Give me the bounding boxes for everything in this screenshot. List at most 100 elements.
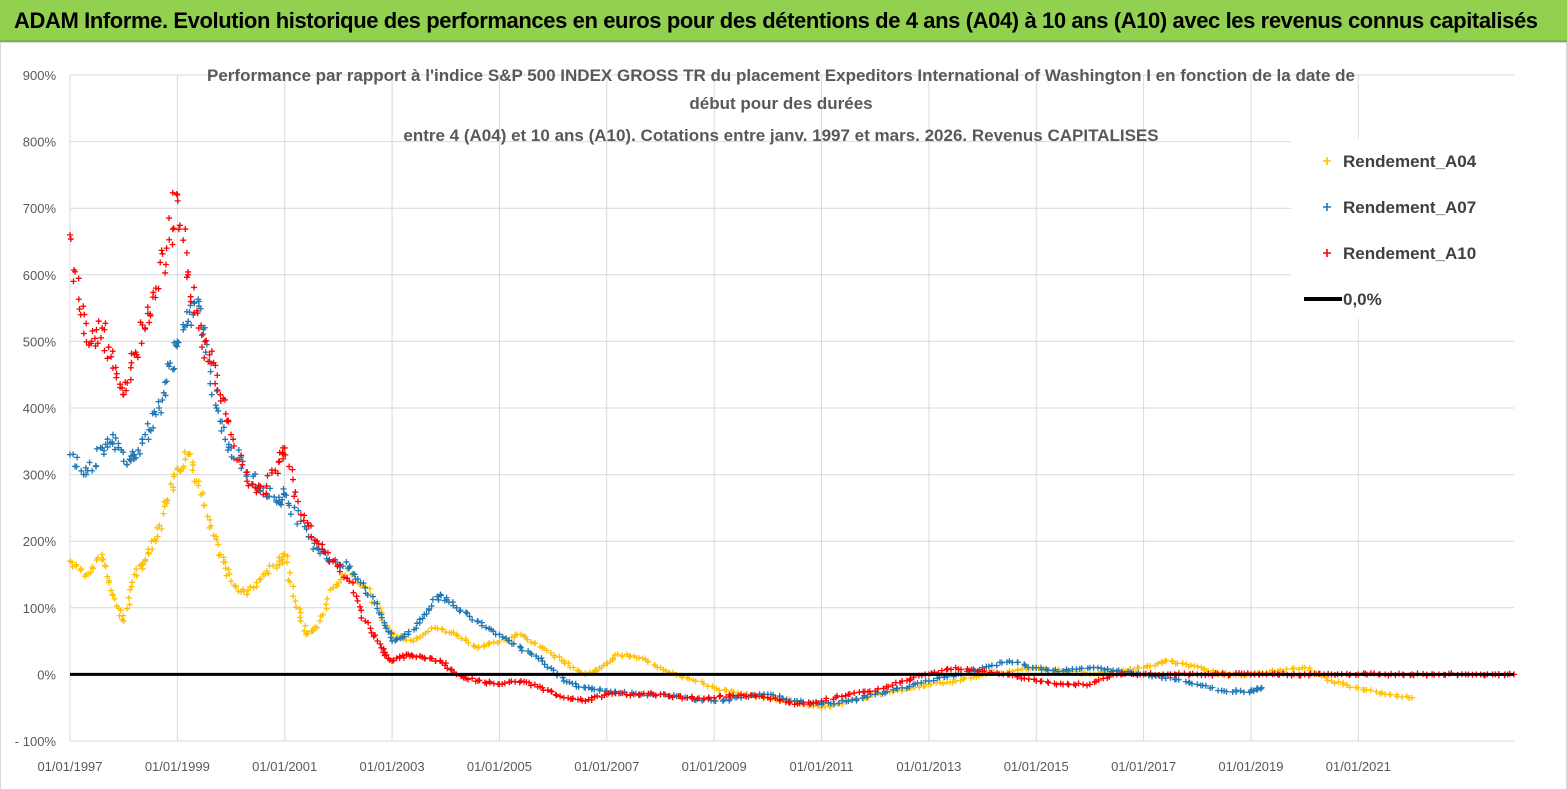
point-Rendement_A10 — [214, 372, 221, 379]
point-Rendement_A07 — [387, 634, 394, 641]
point-Rendement_A04 — [547, 650, 554, 657]
point-Rendement_A07 — [831, 700, 838, 707]
point-Rendement_A10 — [128, 350, 135, 357]
point-Rendement_A10 — [206, 351, 213, 358]
point-Rendement_A07 — [89, 467, 96, 474]
point-Rendement_A04 — [1179, 660, 1186, 667]
point-Rendement_A07 — [457, 607, 464, 614]
point-Rendement_A07 — [474, 618, 481, 625]
point-Rendement_A10 — [162, 261, 169, 268]
point-Rendement_A10 — [743, 693, 750, 700]
point-Rendement_A04 — [154, 533, 161, 540]
point-Rendement_A04 — [77, 567, 84, 574]
point-Rendement_A07 — [719, 697, 726, 704]
point-Rendement_A10 — [753, 693, 760, 700]
point-Rendement_A04 — [517, 631, 524, 638]
point-Rendement_A10 — [94, 340, 101, 347]
x-tick-label: 01/01/2013 — [896, 759, 961, 774]
point-Rendement_A10 — [711, 694, 718, 701]
point-Rendement_A10 — [286, 463, 293, 470]
point-Rendement_A04 — [201, 502, 208, 509]
point-Rendement_A07 — [351, 571, 358, 578]
point-Rendement_A10 — [101, 347, 108, 354]
point-Rendement_A07 — [275, 494, 282, 501]
point-Rendement_A10 — [469, 675, 476, 682]
point-Rendement_A10 — [205, 358, 212, 365]
y-tick-label: 100% — [23, 601, 57, 616]
point-Rendement_A04 — [1014, 667, 1021, 674]
point-Rendement_A04 — [592, 666, 599, 673]
point-Rendement_A10 — [198, 322, 205, 329]
point-Rendement_A04 — [279, 556, 286, 563]
y-tick-label: - 100% — [15, 734, 57, 749]
y-tick-label: 0% — [37, 667, 56, 682]
point-Rendement_A10 — [249, 481, 256, 488]
point-Rendement_A10 — [594, 693, 601, 700]
x-tick-label: 01/01/2003 — [360, 759, 425, 774]
point-Rendement_A10 — [147, 310, 154, 317]
point-Rendement_A04 — [129, 579, 136, 586]
point-Rendement_A07 — [195, 296, 202, 303]
point-Rendement_A10 — [970, 666, 977, 673]
point-Rendement_A10 — [102, 320, 109, 327]
point-Rendement_A07 — [156, 405, 163, 412]
point-Rendement_A04 — [225, 566, 232, 573]
point-Rendement_A10 — [212, 362, 219, 369]
point-Rendement_A04 — [108, 587, 115, 594]
point-Rendement_A07 — [158, 409, 165, 416]
y-tick-label: 800% — [23, 135, 57, 150]
point-Rendement_A10 — [965, 667, 972, 674]
point-Rendement_A10 — [170, 225, 177, 232]
point-Rendement_A10 — [294, 498, 301, 505]
point-Rendement_A10 — [152, 294, 159, 301]
point-Rendement_A04 — [177, 468, 184, 475]
point-Rendement_A10 — [276, 449, 283, 456]
point-Rendement_A04 — [316, 618, 323, 625]
point-Rendement_A10 — [842, 692, 849, 699]
point-Rendement_A07 — [123, 461, 130, 468]
point-Rendement_A10 — [214, 387, 221, 394]
point-Rendement_A10 — [399, 652, 406, 659]
point-Rendement_A04 — [73, 561, 80, 568]
point-Rendement_A10 — [83, 320, 90, 327]
point-Rendement_A07 — [727, 696, 734, 703]
point-Rendement_A07 — [188, 322, 195, 329]
point-Rendement_A07 — [416, 616, 423, 623]
point-Rendement_A04 — [232, 582, 239, 589]
point-Rendement_A07 — [1038, 666, 1045, 673]
point-Rendement_A04 — [102, 563, 109, 570]
point-Rendement_A10 — [315, 540, 322, 547]
point-Rendement_A07 — [185, 318, 192, 325]
point-Rendement_A10 — [885, 683, 892, 690]
point-Rendement_A04 — [1347, 684, 1354, 691]
point-Rendement_A10 — [947, 666, 954, 673]
point-Rendement_A04 — [160, 510, 167, 517]
point-Rendement_A07 — [155, 398, 162, 405]
point-Rendement_A04 — [158, 526, 165, 533]
point-Rendement_A04 — [626, 653, 633, 660]
point-Rendement_A07 — [219, 418, 226, 425]
point-Rendement_A07 — [107, 439, 114, 446]
point-Rendement_A07 — [369, 593, 376, 600]
point-Rendement_A04 — [1335, 678, 1342, 685]
point-Rendement_A10 — [308, 533, 315, 540]
point-Rendement_A04 — [1367, 687, 1374, 694]
point-Rendement_A07 — [310, 546, 317, 553]
point-Rendement_A10 — [326, 558, 333, 565]
point-Rendement_A07 — [109, 440, 116, 447]
point-Rendement_A04 — [470, 642, 477, 649]
point-Rendement_A07 — [1098, 665, 1105, 672]
point-Rendement_A10 — [291, 493, 298, 500]
point-Rendement_A07 — [83, 471, 90, 478]
point-Rendement_A07 — [998, 659, 1005, 666]
point-Rendement_A07 — [438, 592, 445, 599]
point-Rendement_A07 — [482, 624, 489, 631]
point-Rendement_A07 — [220, 424, 227, 431]
point-Rendement_A10 — [194, 310, 201, 317]
point-Rendement_A10 — [630, 691, 637, 698]
point-Rendement_A07 — [1209, 684, 1216, 691]
point-Rendement_A07 — [287, 511, 294, 518]
legend-marker-Rendement_A10 — [1323, 249, 1331, 257]
point-Rendement_A07 — [385, 628, 392, 635]
point-Rendement_A07 — [435, 596, 442, 603]
